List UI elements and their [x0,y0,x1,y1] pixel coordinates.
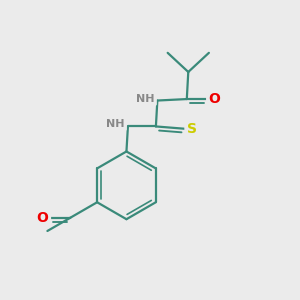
Text: NH: NH [106,119,125,129]
Text: O: O [208,92,220,106]
Text: NH: NH [136,94,155,104]
Text: S: S [187,122,197,136]
Text: O: O [37,211,49,225]
